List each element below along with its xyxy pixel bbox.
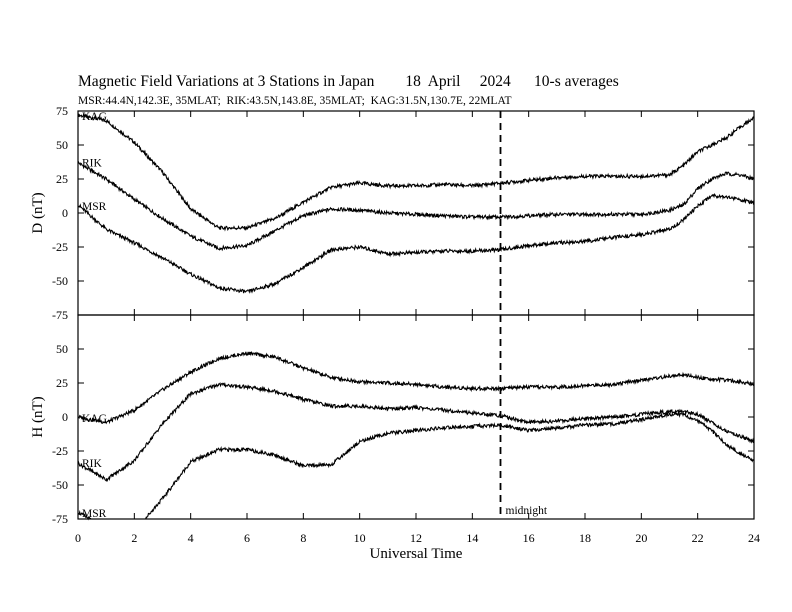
chart-title: Magnetic Field Variations at 3 Stations … bbox=[78, 73, 619, 90]
station-subtitle: MSR:44.4N,142.3E, 35MLAT; RIK:43.5N,143.… bbox=[78, 95, 512, 107]
d-series-kag bbox=[77, 113, 755, 232]
d-series-label-rik: RIK bbox=[82, 158, 103, 170]
h-ytick-label: -50 bbox=[52, 478, 68, 492]
d-ytick-label: -50 bbox=[52, 274, 68, 288]
d-ytick-label: 50 bbox=[56, 138, 68, 152]
d-series-msr bbox=[77, 192, 755, 294]
h-axis-title: H (nT) bbox=[30, 396, 46, 437]
d-ytick-label: 75 bbox=[56, 104, 68, 118]
xtick-label: 4 bbox=[188, 531, 194, 545]
h-series-label-msr: MSR bbox=[82, 508, 107, 520]
h-series-kag bbox=[77, 351, 755, 425]
xtick-label: 8 bbox=[300, 531, 306, 545]
d-ytick-label: 25 bbox=[56, 172, 68, 186]
d-series-label-kag: KAG bbox=[82, 111, 107, 123]
h-ytick-label: 0 bbox=[62, 410, 68, 424]
x-axis-title: Universal Time bbox=[370, 546, 463, 562]
xtick-label: 14 bbox=[466, 531, 478, 545]
d-series-label-msr: MSR bbox=[82, 201, 107, 213]
d-ytick-label: -25 bbox=[52, 240, 68, 254]
d-series-rik bbox=[77, 160, 755, 252]
xtick-label: 12 bbox=[410, 531, 422, 545]
h-ytick-label: 25 bbox=[56, 376, 68, 390]
xtick-label: 0 bbox=[75, 531, 81, 545]
d-axis-title: D (nT) bbox=[30, 192, 46, 233]
xtick-label: 22 bbox=[692, 531, 704, 545]
xtick-label: 6 bbox=[244, 531, 250, 545]
h-series-label-rik: RIK bbox=[82, 458, 103, 470]
xtick-label: 16 bbox=[523, 531, 535, 545]
h-series-label-kag: KAG bbox=[82, 413, 107, 425]
h-series-msr bbox=[77, 411, 755, 521]
h-ytick-label: -75 bbox=[52, 512, 68, 526]
xtick-label: 2 bbox=[131, 531, 137, 545]
h-panel: 50 25 0 -25 -50 -75 H (nT) KAG RIK MSR midnight bbox=[30, 314, 755, 526]
xtick-label: 10 bbox=[354, 531, 366, 545]
midnight-annotation: midnight bbox=[506, 505, 548, 517]
d-panel: 75 50 25 0 -25 -50 -75 D (nT) KAG RIK MSR bbox=[30, 104, 755, 322]
h-series-rik bbox=[77, 382, 755, 482]
h-panel-frame bbox=[77, 314, 755, 520]
d-ytick-label: 0 bbox=[62, 206, 68, 220]
xtick-label: 20 bbox=[635, 531, 647, 545]
xtick-label: 18 bbox=[579, 531, 591, 545]
h-ytick-label: 50 bbox=[56, 342, 68, 356]
xtick-label: 24 bbox=[748, 531, 760, 545]
h-ytick-label: -25 bbox=[52, 444, 68, 458]
d-ytick-label: -75 bbox=[52, 308, 68, 322]
